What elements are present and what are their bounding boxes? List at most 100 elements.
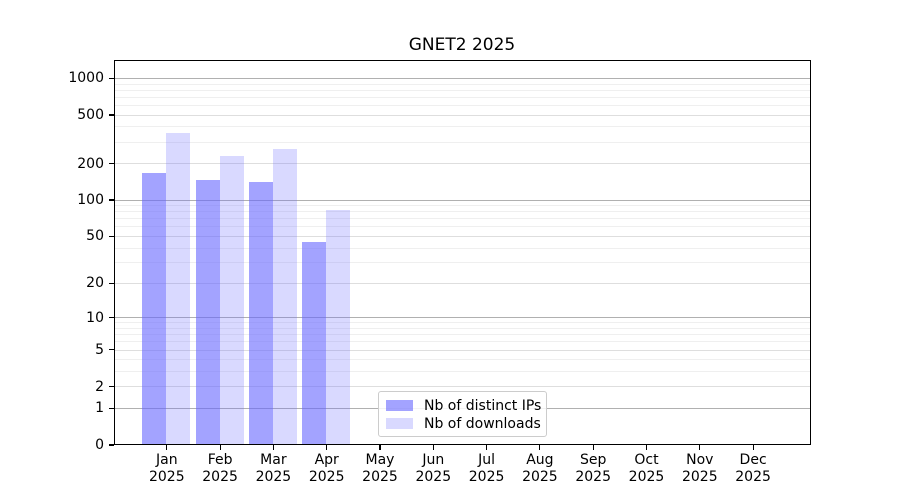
y-tick-label-0: 0	[95, 437, 104, 453]
x-tick-month: Oct	[634, 452, 659, 468]
y-tick-label-50: 50	[86, 228, 104, 245]
gridline-minor-60	[114, 226, 810, 228]
bar-distinct-ips-apr	[302, 241, 327, 444]
gridline-100	[114, 199, 810, 201]
gridline-50	[114, 235, 810, 237]
x-tick-year: 2025	[148, 468, 185, 485]
y-tick-label-500: 500	[77, 107, 104, 124]
x-tick-month: Apr	[314, 452, 339, 468]
gridline-minor-900	[114, 83, 810, 85]
y-tick-mark-200	[109, 162, 114, 165]
y-tick-label-1000: 1000	[68, 70, 104, 87]
y-tick-label-10: 10	[86, 309, 104, 326]
bar-distinct-ips-jan	[142, 172, 167, 444]
gridline-5	[114, 349, 810, 351]
x-tick-month: Sep	[579, 452, 607, 468]
x-tick-mark-may	[379, 445, 381, 450]
x-tick-year: 2025	[575, 468, 611, 485]
bar-distinct-ips-feb	[195, 179, 220, 444]
x-tick-year: 2025	[255, 468, 292, 485]
y-tick-mark-20	[109, 282, 114, 284]
x-tick-month: Jul	[478, 452, 496, 468]
x-tick-month: Nov	[686, 452, 714, 468]
y-tick-mark-2	[109, 386, 114, 388]
gridline-minor-400	[114, 126, 810, 128]
x-tick-month: Mar	[260, 452, 287, 468]
gridline-minor-40	[114, 247, 810, 249]
y-tick-mark-1	[109, 407, 114, 409]
chart-title: GNET2 2025	[408, 35, 516, 55]
x-tick-mark-feb	[219, 445, 221, 450]
gridline-minor-8	[114, 327, 810, 329]
x-tick-label-oct: Oct 2025	[619, 452, 675, 485]
bar-downloads-feb	[219, 155, 244, 444]
x-tick-month: May	[365, 452, 395, 468]
y-tick-label-20: 20	[86, 275, 104, 292]
gridline-minor-7	[114, 334, 810, 336]
x-tick-year: 2025	[681, 468, 718, 485]
x-tick-year: 2025	[522, 468, 558, 485]
y-tick-label-100: 100	[77, 192, 104, 209]
legend-swatch-distinct-ips	[386, 400, 413, 411]
x-tick-mark-nov	[699, 445, 701, 450]
x-tick-label-dec: Dec 2025	[725, 452, 781, 485]
y-tick-mark-50	[109, 235, 114, 237]
x-tick-label-sep: Sep 2025	[565, 452, 621, 485]
gridline-minor-6	[114, 341, 810, 343]
gridline-minor-4	[114, 359, 810, 361]
plot-area	[113, 59, 811, 445]
legend: Nb of distinct IPs Nb of downloads	[378, 391, 547, 437]
x-tick-year: 2025	[415, 468, 452, 485]
legend-label-downloads: Nb of downloads	[424, 415, 541, 432]
x-tick-month: Dec	[739, 452, 767, 468]
gridline-500	[114, 114, 810, 116]
x-tick-mark-mar	[272, 445, 274, 450]
x-tick-mark-aug	[539, 445, 541, 450]
gridline-minor-90	[114, 205, 810, 207]
x-tick-label-feb: Feb 2025	[192, 452, 248, 485]
x-tick-mark-sep	[592, 445, 594, 450]
x-tick-year: 2025	[628, 468, 665, 485]
x-tick-month: Aug	[526, 452, 554, 468]
y-tick-label-5: 5	[95, 341, 104, 358]
gridline-minor-80	[114, 211, 810, 213]
gridline-200	[114, 163, 810, 165]
gridline-minor-800	[114, 89, 810, 91]
y-tick-mark-0	[109, 444, 114, 446]
x-tick-mark-jun	[432, 445, 434, 450]
gridline-minor-70	[114, 218, 810, 220]
legend-item-distinct-ips: Nb of distinct IPs	[386, 397, 542, 414]
y-tick-label-2: 2	[95, 378, 104, 395]
gridline-minor-30	[114, 262, 810, 264]
x-tick-year: 2025	[735, 468, 771, 485]
x-tick-label-jul: Jul 2025	[459, 452, 515, 485]
x-tick-label-mar: Mar 2025	[245, 452, 301, 485]
x-tick-mark-apr	[326, 445, 328, 450]
gridline-minor-3	[114, 371, 810, 373]
bar-distinct-ips-mar	[249, 181, 273, 444]
x-tick-label-jun: Jun 2025	[405, 452, 461, 485]
y-tick-mark-100	[109, 199, 114, 201]
gridline-2	[114, 386, 810, 388]
x-tick-label-may: May 2025	[352, 452, 408, 485]
gridline-minor-9	[114, 322, 810, 324]
x-tick-label-aug: Aug 2025	[512, 452, 568, 485]
legend-label-distinct-ips: Nb of distinct IPs	[424, 397, 542, 414]
x-tick-mark-jan	[166, 445, 168, 450]
gridline-10	[114, 317, 810, 319]
y-tick-mark-500	[109, 114, 114, 116]
x-tick-month: Jan	[156, 452, 178, 468]
x-tick-label-apr: Apr 2025	[299, 452, 355, 485]
legend-item-downloads: Nb of downloads	[386, 415, 541, 432]
y-tick-mark-1000	[109, 77, 114, 79]
x-tick-mark-jul	[486, 445, 488, 450]
gridline-20	[114, 283, 810, 285]
x-tick-month: Feb	[207, 452, 233, 468]
x-tick-year: 2025	[362, 468, 398, 485]
x-tick-year: 2025	[308, 468, 345, 485]
x-tick-mark-dec	[752, 445, 754, 450]
bar-downloads-mar	[273, 149, 297, 444]
bar-downloads-apr	[326, 209, 351, 444]
y-tick-mark-10	[109, 317, 114, 319]
